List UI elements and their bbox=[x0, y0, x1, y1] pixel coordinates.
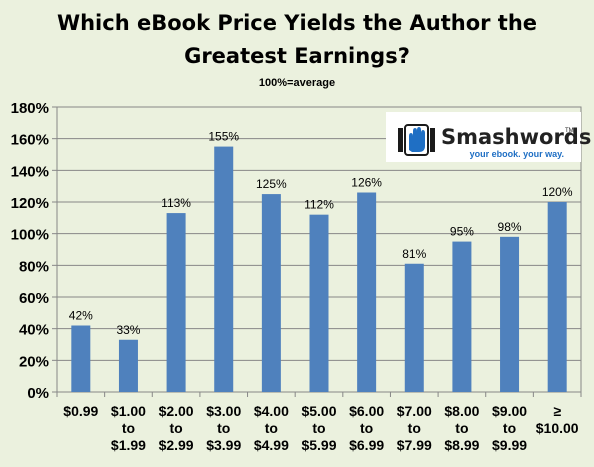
bar bbox=[118, 339, 138, 392]
data-label: 81% bbox=[402, 247, 426, 261]
bar bbox=[71, 325, 91, 392]
x-tick-label: $9.99 bbox=[492, 437, 527, 453]
x-tick-label: $1.00 bbox=[111, 403, 146, 419]
smashwords-hand-icon bbox=[398, 124, 435, 156]
x-tick-label: to bbox=[169, 420, 182, 436]
x-tick-label: to bbox=[408, 420, 421, 436]
data-label: 113% bbox=[161, 196, 191, 210]
y-tick-label: 80% bbox=[19, 258, 49, 275]
x-tick-label: $0.99 bbox=[63, 403, 98, 419]
bar bbox=[547, 202, 567, 392]
x-tick-label: to bbox=[312, 420, 325, 436]
y-tick-label: 180% bbox=[11, 100, 49, 117]
logo-name: Smashwords bbox=[441, 125, 591, 149]
data-label: 125% bbox=[256, 177, 287, 191]
x-tick-label: $5.99 bbox=[301, 437, 336, 453]
x-tick-label: $7.00 bbox=[397, 403, 432, 419]
bar bbox=[214, 146, 234, 392]
x-tick-label: to bbox=[503, 420, 516, 436]
x-tick-label: $1.99 bbox=[111, 437, 146, 453]
data-label: 98% bbox=[498, 220, 522, 234]
y-tick-label: 60% bbox=[19, 290, 49, 307]
chart-subtitle: 100%=average bbox=[258, 77, 336, 89]
data-label: 126% bbox=[351, 176, 382, 190]
x-tick-label: $2.00 bbox=[159, 403, 194, 419]
data-labels: 42% 33% 113% 155% 125% 112% 126% 81% 95% 98% 120% bbox=[69, 130, 573, 337]
bars bbox=[71, 146, 567, 392]
smashwords-logo: Smashwords TM your ebook. your way. bbox=[386, 112, 591, 162]
x-tick-label: $6.00 bbox=[349, 403, 384, 419]
y-axis-ticks: 0% 20% 40% 60% 80% 100% 120% 140% 160% 180% bbox=[11, 100, 57, 402]
x-tick-label: $7.99 bbox=[397, 437, 432, 453]
x-tick-label: $9.00 bbox=[492, 403, 527, 419]
y-tick-label: 100% bbox=[11, 227, 49, 244]
data-label: 95% bbox=[450, 225, 474, 239]
x-tick-label: to bbox=[265, 420, 278, 436]
x-tick-label: to bbox=[360, 420, 373, 436]
y-tick-label: 140% bbox=[11, 163, 49, 180]
logo-trademark: TM bbox=[565, 128, 574, 134]
y-tick-label: 120% bbox=[11, 195, 49, 212]
x-tick-label: $5.00 bbox=[301, 403, 336, 419]
x-tick-label: to bbox=[217, 420, 230, 436]
bar bbox=[500, 236, 520, 392]
bar bbox=[166, 213, 186, 392]
y-tick-label: 40% bbox=[19, 322, 49, 339]
data-label: 42% bbox=[69, 309, 93, 323]
x-tick-label: to bbox=[122, 420, 135, 436]
x-tick-label: $6.99 bbox=[349, 437, 384, 453]
bar bbox=[357, 192, 377, 392]
chart-title-line-2: Greatest Earnings? bbox=[184, 44, 410, 68]
x-tick-label: $3.00 bbox=[206, 403, 241, 419]
y-tick-label: 0% bbox=[27, 385, 49, 402]
x-tick-label: ≥ bbox=[553, 403, 561, 419]
x-tick-label: $10.00 bbox=[536, 420, 579, 436]
x-tick-label: $4.99 bbox=[254, 437, 289, 453]
y-tick-label: 20% bbox=[19, 353, 49, 370]
x-tick-label: $8.99 bbox=[444, 437, 479, 453]
x-axis-ticks: $0.99 $1.00to$1.99$2.00to$2.99$3.00to$3.9… bbox=[56, 392, 582, 453]
x-tick-label: $3.99 bbox=[206, 437, 241, 453]
data-label: 155% bbox=[208, 130, 239, 144]
data-label: 120% bbox=[542, 185, 573, 199]
data-label: 112% bbox=[304, 198, 334, 212]
x-tick-label: $4.00 bbox=[254, 403, 289, 419]
y-tick-label: 160% bbox=[11, 132, 49, 149]
x-tick-label: $8.00 bbox=[444, 403, 479, 419]
bar bbox=[261, 194, 281, 392]
x-tick-label: $2.99 bbox=[159, 437, 194, 453]
bar bbox=[452, 241, 472, 392]
x-tick-label: to bbox=[455, 420, 468, 436]
data-label: 33% bbox=[116, 323, 140, 337]
logo-tagline: your ebook. your way. bbox=[470, 149, 564, 159]
bar bbox=[404, 263, 424, 392]
bar bbox=[309, 214, 329, 392]
chart-title-line-1: Which eBook Price Yields the Author the bbox=[56, 11, 538, 35]
